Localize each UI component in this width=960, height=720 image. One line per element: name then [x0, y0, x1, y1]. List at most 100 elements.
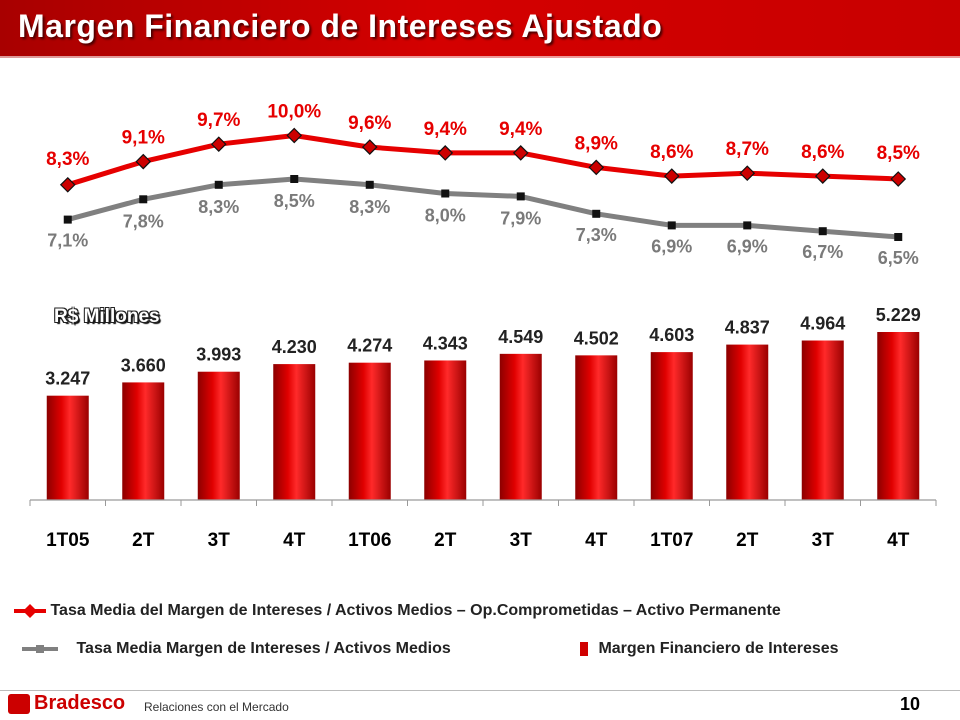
footer-rule	[0, 690, 960, 691]
red-series-label: 8,7%	[726, 139, 769, 160]
bar	[650, 352, 693, 500]
gray-series-label: 8,3%	[349, 197, 390, 217]
red-series-label: 8,6%	[801, 142, 844, 163]
bar-value-label: 4.964	[800, 314, 845, 334]
gray-series-label: 7,3%	[576, 225, 617, 245]
gray-line-point	[592, 209, 601, 218]
gray-series-label: 6,5%	[878, 248, 919, 268]
red-series-label: 9,7%	[197, 110, 240, 131]
x-tick-label: 2T	[132, 530, 155, 551]
gray-series-line	[65, 176, 901, 240]
red-series-label: 9,1%	[122, 128, 165, 149]
gray-series-label: 7,8%	[123, 211, 164, 231]
red-line-point	[59, 176, 76, 193]
gray-series-label: 8,3%	[198, 197, 239, 217]
gray-line-point	[290, 175, 299, 183]
red-line-point	[361, 139, 378, 155]
red-line-diamond-icon	[14, 603, 46, 618]
red-series-label: 10,0%	[267, 102, 321, 123]
legend-label: Tasa Media del Margen de Intereses / Act…	[50, 602, 781, 619]
red-line-point	[739, 165, 756, 182]
bar-value-label: 3.993	[196, 345, 241, 365]
bar	[197, 371, 240, 500]
legend-label: Tasa Media Margen de Intereses / Activos…	[76, 640, 451, 657]
bar	[801, 340, 844, 500]
red-series-label: 8,9%	[575, 133, 618, 154]
brand-name: Bradesco	[34, 692, 126, 714]
red-series-label: 9,6%	[348, 113, 391, 134]
gray-series-label: 6,9%	[651, 236, 692, 256]
x-tick-label: 1T07	[650, 530, 693, 551]
bar-value-label: 3.660	[121, 355, 166, 375]
red-series-label: 8,6%	[650, 142, 693, 163]
x-tick-label: 4T	[585, 530, 608, 551]
x-tick-label: 3T	[510, 530, 533, 551]
gray-series-label: 8,5%	[274, 191, 315, 211]
bar-value-label: 5.229	[876, 305, 921, 325]
red-line-point	[437, 145, 454, 161]
gray-line-square-icon	[22, 644, 58, 653]
red-line-point	[814, 168, 831, 184]
x-tick-label: 3T	[812, 530, 835, 551]
red-line-point	[135, 153, 152, 170]
bar-value-label: 4.549	[498, 327, 543, 347]
x-tick-label: 3T	[208, 530, 231, 551]
footer: Bradesco Relaciones con el Mercado 10	[0, 690, 960, 720]
x-tick-label: 1T05	[46, 530, 90, 551]
gray-series-label: 8,0%	[425, 206, 466, 226]
x-tick-label: 2T	[736, 530, 759, 551]
bar	[122, 382, 165, 500]
red-line-point	[286, 127, 303, 144]
x-axis: 1T05 2T 3T 4T 1T06 2T 3T 4T 1T07 2T 3T 4T	[29, 499, 937, 551]
legend-item-adjusted-rate: Tasa Media del Margen de Intereses / Act…	[14, 602, 781, 620]
page-number: 10	[900, 694, 921, 714]
lines-layer: 8,3% 9,1% 9,7% 10,0% 9,6% 9,4% 9,4% 8,9% 8,6% 8,7…	[46, 102, 920, 269]
bar	[273, 364, 316, 500]
bar-value-label: 4.274	[347, 336, 392, 356]
red-line-point	[210, 136, 227, 153]
bar	[726, 344, 769, 500]
gray-line-point	[214, 180, 223, 189]
bar-value-label: 4.837	[725, 318, 770, 338]
gray-series-label: 7,1%	[47, 231, 88, 251]
red-line-point	[663, 168, 680, 184]
x-tick-label: 1T06	[348, 530, 391, 551]
bar	[46, 395, 89, 500]
bradesco-logo-icon	[8, 694, 30, 714]
red-series-line	[65, 133, 901, 188]
red-series-label: 8,3%	[46, 149, 89, 170]
bar	[877, 332, 920, 500]
legend-label: Margen Financiero de Intereses	[598, 640, 839, 657]
gray-line-point	[63, 215, 72, 224]
x-tick-label: 4T	[283, 530, 306, 551]
x-tick-label: 2T	[434, 530, 457, 551]
legend-item-margin: Margen Financiero de Intereses	[580, 640, 839, 658]
gray-line-point	[894, 233, 903, 241]
bar-value-label: 4.230	[272, 337, 317, 357]
red-series-label: 8,5%	[877, 143, 920, 164]
legend-item-average-rate: Tasa Media Margen de Intereses / Activos…	[22, 640, 451, 658]
red-line-point	[890, 171, 907, 187]
title-bar: Margen Financiero de Intereses Ajustado	[0, 0, 960, 58]
bar	[424, 360, 467, 500]
gray-line-point	[743, 221, 752, 230]
gray-line-point	[667, 221, 676, 230]
gray-series-label: 7,9%	[500, 208, 541, 228]
x-tick-label: 4T	[887, 530, 910, 551]
title-underline	[0, 56, 960, 58]
bar-value-label: 4.343	[423, 333, 468, 353]
red-series-label: 9,4%	[424, 119, 467, 140]
bar-value-label: 4.502	[574, 328, 619, 348]
red-line-point	[588, 159, 605, 176]
bars-layer: 3.247 3.660 3.993 4.230 4.274 4.343 4.549 4.502…	[45, 305, 921, 500]
department-label: Relaciones con el Mercado	[144, 700, 289, 714]
red-series-label: 9,4%	[499, 119, 542, 140]
red-line-point	[512, 145, 529, 161]
bar	[575, 355, 618, 500]
bar-value-label: 4.603	[649, 325, 694, 345]
units-label: R$ Millones	[54, 306, 160, 327]
gray-series-label: 6,7%	[802, 242, 843, 262]
gray-line-point	[516, 192, 525, 201]
bar-value-label: 3.247	[45, 369, 90, 389]
bar	[348, 362, 391, 500]
